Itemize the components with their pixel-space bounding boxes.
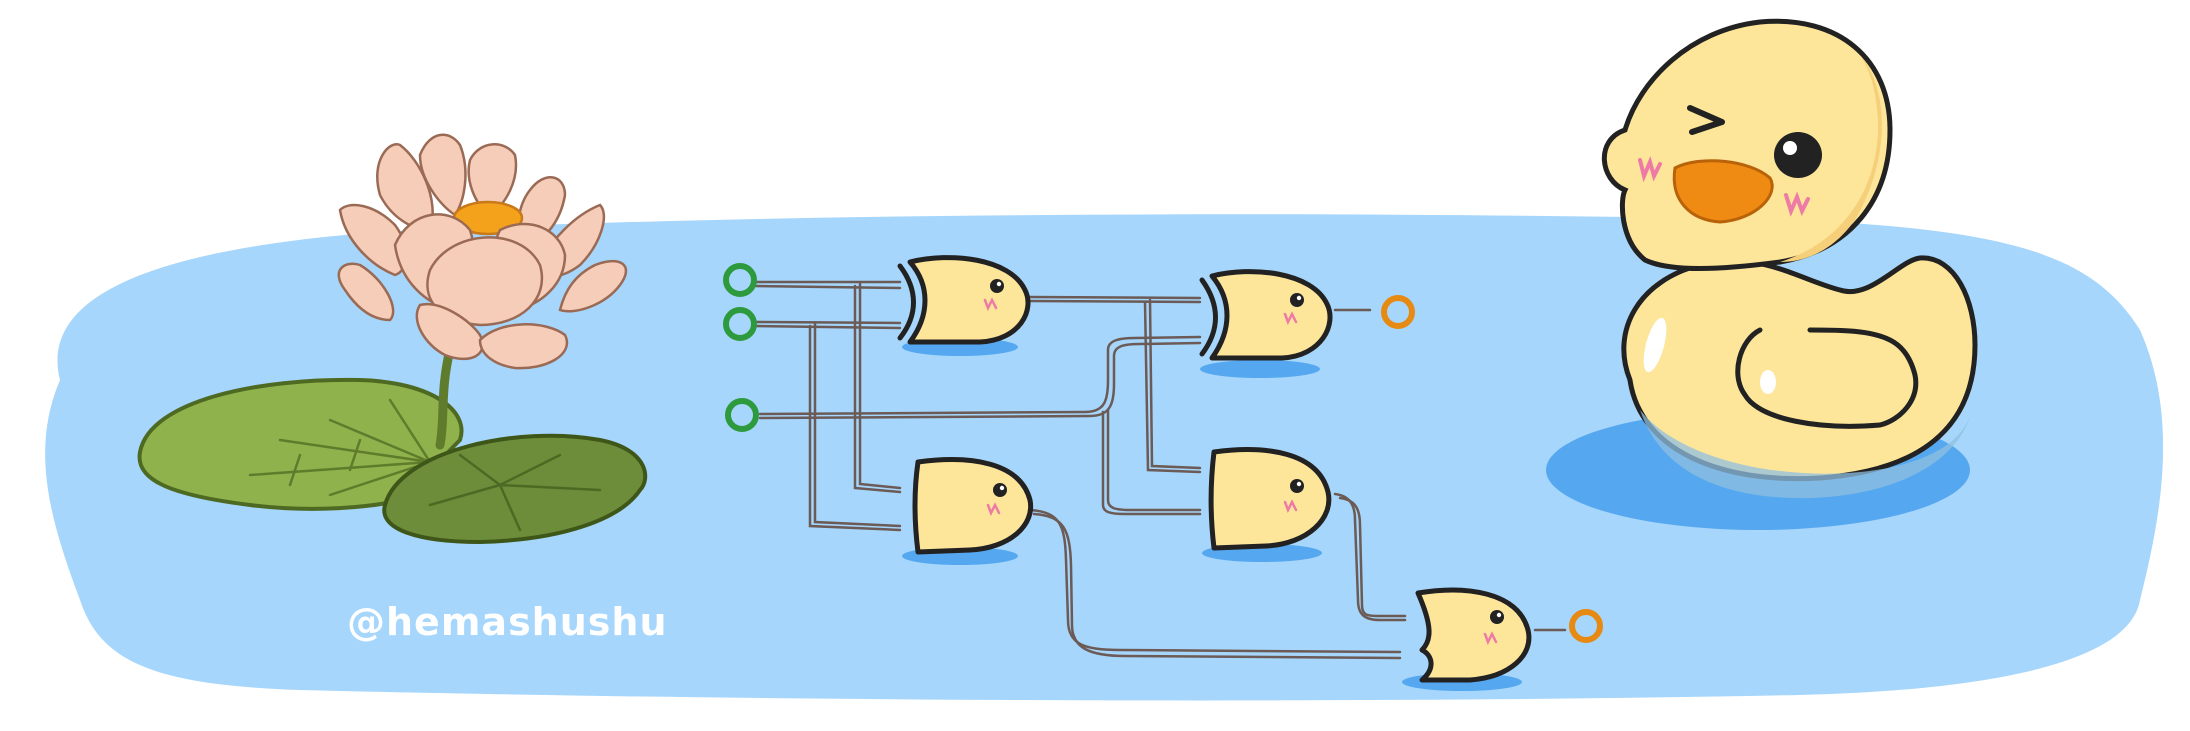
output-pin-icon[interactable]	[1569, 609, 1603, 643]
lotus-stem	[435, 345, 455, 450]
circuit-wires	[753, 280, 1567, 660]
rubber-duck-icon	[1546, 18, 1978, 530]
input-pin-icon[interactable]	[723, 307, 757, 341]
lotus-flower-icon	[337, 133, 628, 370]
lily-pad-icon	[137, 377, 464, 511]
lily-pad-icon	[382, 433, 648, 545]
duck-head-logic-gate-icon[interactable]	[1402, 587, 1532, 691]
duck-head-logic-gate-icon[interactable]	[1202, 447, 1332, 562]
input-pin-icon[interactable]	[723, 263, 757, 297]
input-pin-icon[interactable]	[725, 398, 759, 432]
duck-head-logic-gate-icon[interactable]	[897, 255, 1031, 356]
signature-text: @hemashushu	[347, 600, 668, 644]
output-pin-icon[interactable]	[1381, 295, 1415, 329]
duck-head-logic-gate-icon[interactable]	[902, 457, 1034, 565]
duck-head-logic-gate-icon[interactable]	[1199, 269, 1333, 378]
